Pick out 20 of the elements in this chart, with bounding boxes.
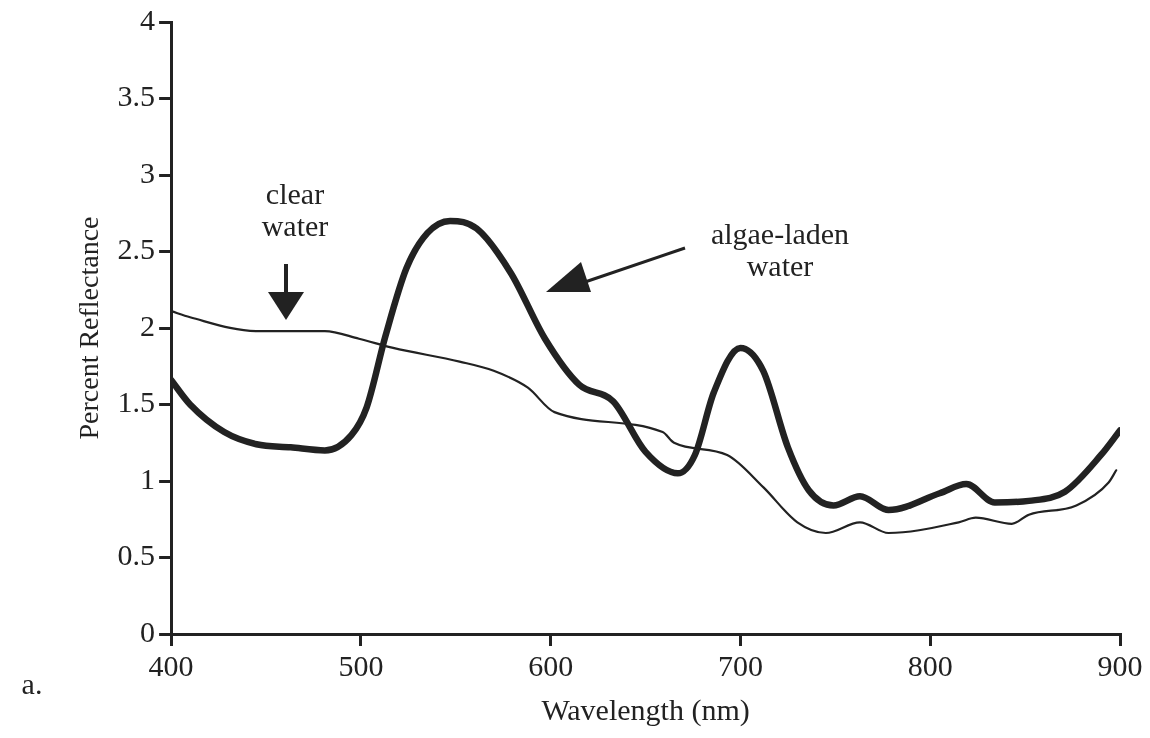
- y-axis-title: Percent Reflectance: [73, 216, 105, 440]
- x-tick-label: 600: [528, 648, 574, 682]
- annotation: algae-laden water: [709, 217, 851, 282]
- annotation: clear water: [260, 177, 330, 242]
- x-tick-label: 500: [338, 648, 384, 682]
- x-tick-label: 800: [907, 648, 953, 682]
- y-tick-label: 0.5: [117, 538, 156, 572]
- y-tick-label: 1.5: [117, 385, 156, 419]
- y-tick-label: 4: [140, 2, 156, 36]
- y-tick-label: 3.5: [117, 79, 156, 113]
- y-tick-label: 3: [140, 155, 156, 189]
- x-axis-title: Wavelength (nm): [541, 692, 750, 727]
- y-tick-label: 0: [140, 614, 156, 648]
- y-tick-label: 2: [140, 308, 156, 342]
- x-tick-label: 700: [717, 648, 763, 682]
- x-tick-label: 900: [1097, 648, 1143, 682]
- y-tick-label: 2.5: [117, 232, 156, 266]
- x-tick-label: 400: [148, 648, 194, 682]
- text: a.: [20, 667, 44, 700]
- y-tick-label: 1: [140, 461, 156, 495]
